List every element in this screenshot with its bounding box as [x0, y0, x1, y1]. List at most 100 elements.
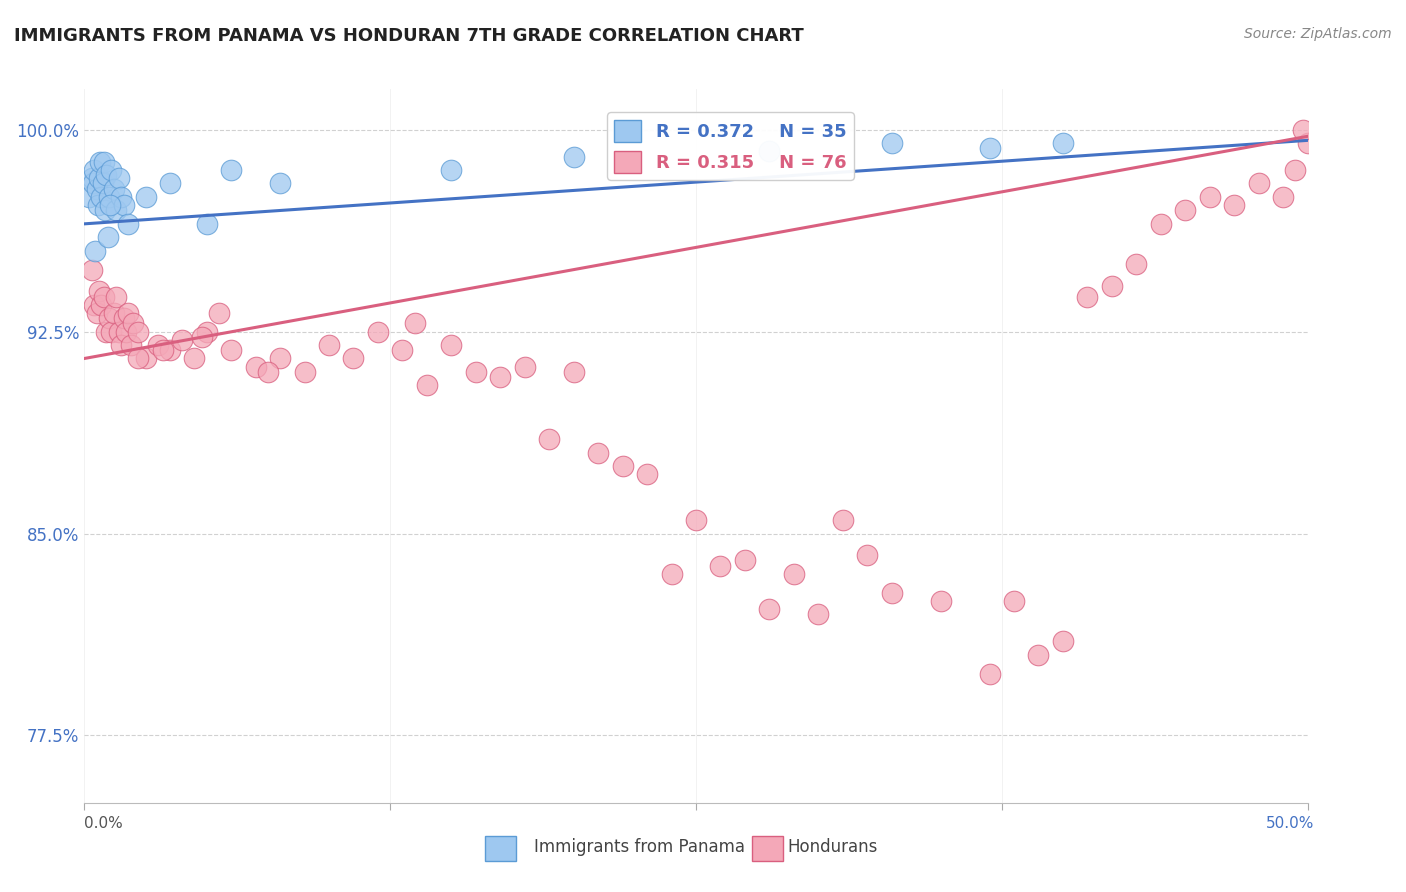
- Point: [159, 177, 181, 191]
- Point: [1076, 289, 1098, 303]
- Point: [245, 359, 267, 374]
- Point: [135, 190, 157, 204]
- Point: [1101, 278, 1123, 293]
- Point: [219, 163, 242, 178]
- Point: [612, 459, 634, 474]
- Point: [135, 351, 157, 366]
- Point: [100, 163, 122, 178]
- Text: Source: ZipAtlas.com: Source: ZipAtlas.com: [1244, 27, 1392, 41]
- Point: [464, 365, 486, 379]
- Point: [1292, 122, 1315, 136]
- Point: [91, 177, 114, 191]
- Text: Immigrants from Panama: Immigrants from Panama: [534, 838, 745, 856]
- Point: [1052, 634, 1074, 648]
- Point: [807, 607, 830, 622]
- Point: [97, 311, 120, 326]
- Point: [115, 325, 138, 339]
- Point: [110, 190, 132, 204]
- Point: [269, 351, 291, 366]
- Point: [342, 351, 364, 366]
- Point: [87, 198, 110, 212]
- Point: [783, 566, 806, 581]
- Y-axis label: 7th Grade: 7th Grade: [0, 404, 6, 488]
- Point: [758, 144, 780, 158]
- Point: [979, 666, 1001, 681]
- Point: [440, 338, 463, 352]
- Point: [979, 141, 1001, 155]
- Point: [103, 306, 125, 320]
- Point: [1052, 136, 1074, 150]
- Text: 0.0%: 0.0%: [84, 816, 124, 831]
- Point: [117, 217, 139, 231]
- Point: [122, 317, 145, 331]
- Point: [1296, 136, 1319, 150]
- Point: [367, 325, 389, 339]
- Point: [90, 298, 112, 312]
- Point: [929, 594, 952, 608]
- Point: [758, 602, 780, 616]
- Point: [195, 325, 218, 339]
- Point: [97, 230, 120, 244]
- Point: [416, 378, 439, 392]
- Legend: R = 0.372    N = 35, R = 0.315    N = 76: R = 0.372 N = 35, R = 0.315 N = 76: [607, 112, 853, 180]
- Point: [734, 553, 756, 567]
- Point: [195, 217, 218, 231]
- Point: [90, 190, 112, 204]
- Point: [636, 467, 658, 482]
- Point: [110, 338, 132, 352]
- Point: [1198, 190, 1220, 204]
- Point: [97, 190, 120, 204]
- Point: [94, 203, 117, 218]
- Point: [93, 155, 115, 169]
- Point: [318, 338, 340, 352]
- Point: [562, 365, 585, 379]
- Point: [100, 325, 122, 339]
- Point: [86, 306, 108, 320]
- Point: [83, 298, 105, 312]
- Point: [1247, 177, 1270, 191]
- Point: [93, 289, 115, 303]
- Point: [80, 171, 103, 186]
- Point: [96, 169, 118, 183]
- Point: [661, 566, 683, 581]
- Point: [159, 343, 181, 358]
- Point: [831, 513, 853, 527]
- Point: [1284, 163, 1306, 178]
- Point: [82, 177, 104, 191]
- Point: [105, 203, 128, 218]
- Point: [107, 171, 129, 186]
- Point: [685, 513, 707, 527]
- Point: [1150, 217, 1173, 231]
- Point: [107, 325, 129, 339]
- Point: [1125, 257, 1147, 271]
- Point: [562, 149, 585, 163]
- Point: [1223, 198, 1246, 212]
- Point: [586, 446, 609, 460]
- Point: [391, 343, 413, 358]
- Point: [489, 370, 512, 384]
- Point: [1028, 648, 1050, 662]
- Point: [1272, 190, 1295, 204]
- Point: [87, 171, 110, 186]
- Point: [219, 343, 242, 358]
- Text: 50.0%: 50.0%: [1267, 816, 1315, 831]
- Point: [83, 163, 105, 178]
- Point: [112, 311, 135, 326]
- Point: [191, 330, 214, 344]
- Point: [172, 333, 194, 347]
- Point: [513, 359, 536, 374]
- Point: [146, 338, 169, 352]
- Point: [87, 284, 110, 298]
- Point: [152, 343, 174, 358]
- Point: [127, 351, 149, 366]
- Point: [112, 198, 135, 212]
- Point: [269, 177, 291, 191]
- Point: [98, 198, 121, 212]
- Text: IMMIGRANTS FROM PANAMA VS HONDURAN 7TH GRADE CORRELATION CHART: IMMIGRANTS FROM PANAMA VS HONDURAN 7TH G…: [14, 27, 804, 45]
- Point: [880, 136, 903, 150]
- Point: [1174, 203, 1197, 218]
- Point: [709, 558, 731, 573]
- Point: [77, 190, 100, 204]
- Point: [183, 351, 205, 366]
- Point: [127, 325, 149, 339]
